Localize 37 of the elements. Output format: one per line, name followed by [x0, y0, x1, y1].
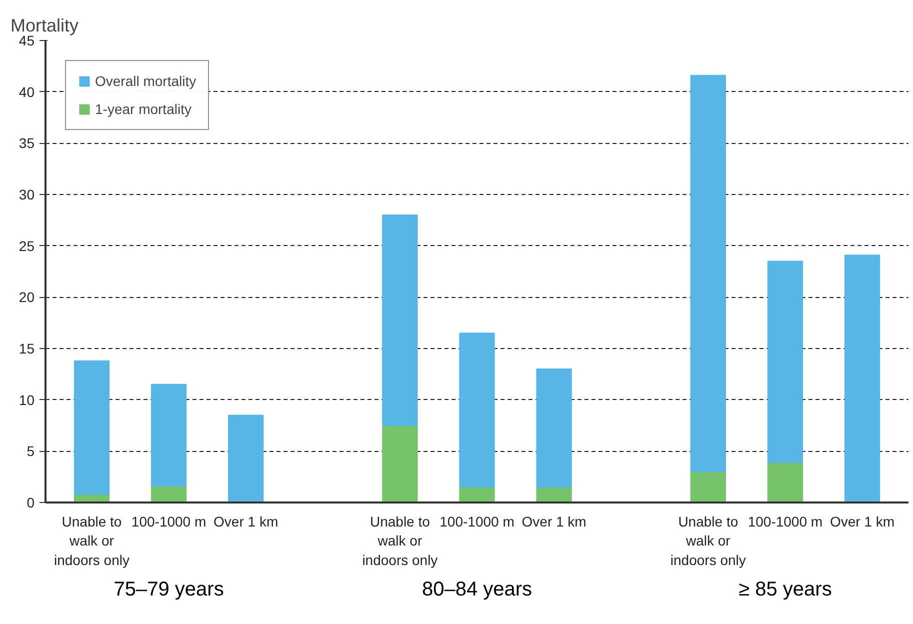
- x-tick-label: Over 1 km: [830, 514, 895, 530]
- bar: [228, 414, 264, 502]
- y-tick-label: 5: [26, 443, 35, 460]
- bar: [382, 425, 418, 502]
- y-tick-label: 25: [18, 238, 35, 254]
- x-tick-label: Over 1 km: [522, 514, 586, 530]
- legend-label: Overall mortality: [95, 73, 196, 89]
- text: 80–84 years: [422, 578, 532, 600]
- x-tick-label: 100-1000 m: [440, 514, 514, 530]
- y-tick-label: 35: [18, 135, 35, 152]
- x-tick-label: Unable to walk or indoors only: [54, 514, 130, 568]
- text: ≥ 85 years: [738, 578, 832, 600]
- bar: [382, 214, 418, 426]
- bar: [536, 368, 572, 488]
- x-tick-label: Unable to walk or indoors only: [362, 514, 438, 568]
- y-tick-label: 40: [18, 84, 35, 100]
- bar: [844, 254, 880, 502]
- y-tick-label: 30: [18, 186, 35, 202]
- bar: [459, 332, 495, 488]
- text: 75–79 years: [114, 578, 224, 600]
- bar: [767, 462, 804, 502]
- bar: [767, 260, 804, 463]
- x-tick-label: Unable to walk or indoors only: [670, 514, 746, 568]
- legend-label: 1-year mortality: [95, 101, 192, 117]
- bar: [74, 360, 110, 495]
- y-tick-label: 10: [18, 392, 35, 408]
- bar: [690, 74, 726, 472]
- y-tick-label: 15: [18, 340, 35, 356]
- bar: [690, 471, 726, 502]
- x-tick-label: Over 1 km: [214, 514, 278, 530]
- y-tick-label: 0: [26, 494, 35, 510]
- y-tick-label: 20: [18, 289, 35, 306]
- bar: [150, 384, 187, 487]
- x-tick-label: 100-1000 m: [131, 514, 206, 530]
- y-tick-label: 45: [18, 32, 35, 48]
- x-tick-label: 100-1000 m: [748, 514, 823, 530]
- y-axis-title: Mortality: [10, 16, 79, 36]
